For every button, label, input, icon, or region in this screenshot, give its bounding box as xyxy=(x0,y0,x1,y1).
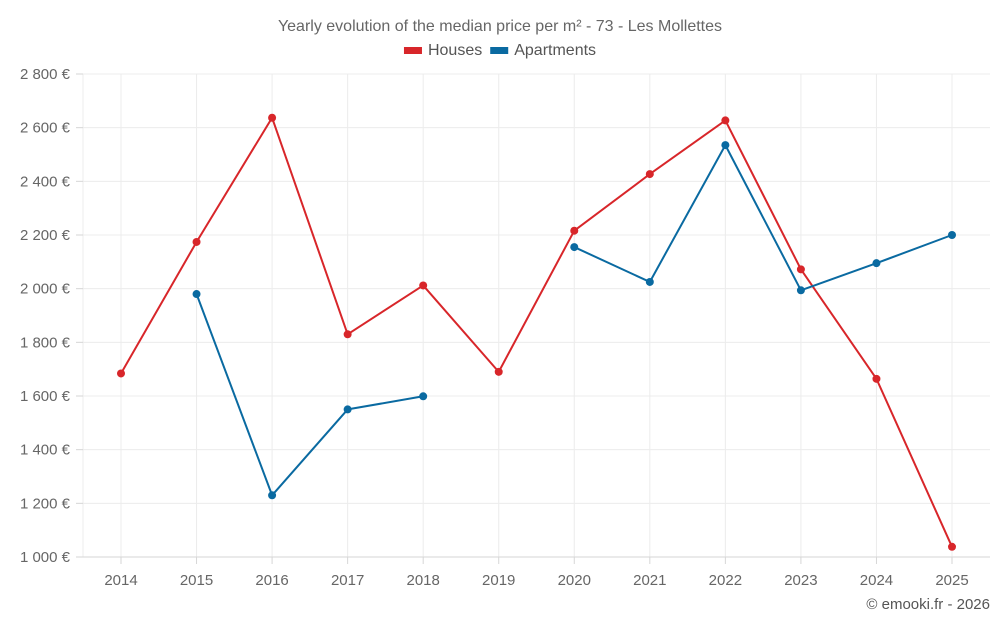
y-tick-label: 2 800 € xyxy=(20,66,71,83)
legend-swatch xyxy=(403,47,422,54)
legend: Houses Apartments xyxy=(403,42,596,59)
credit-text: © emooki.fr - 2026 xyxy=(866,596,990,613)
x-tick-label: 2022 xyxy=(709,572,742,589)
x-tick-label: 2017 xyxy=(331,572,364,589)
series-houses xyxy=(117,113,956,551)
x-axis: 2014 2015 2016 2017 2018 2019 2020 2021 2022 2023… xyxy=(83,556,990,589)
data-point[interactable] xyxy=(419,281,428,290)
y-tick-label: 2 600 € xyxy=(20,120,71,137)
y-tick-label: 1 600 € xyxy=(20,388,71,405)
x-tick-label: 2014 xyxy=(104,572,137,589)
series-line xyxy=(120,116,953,548)
data-point[interactable] xyxy=(268,491,277,500)
y-tick-label: 2 000 € xyxy=(20,281,71,298)
data-point[interactable] xyxy=(570,226,579,235)
data-point[interactable] xyxy=(721,141,730,150)
data-point[interactable] xyxy=(570,243,579,252)
y-tick-label: 1 400 € xyxy=(20,442,71,459)
legend-item-apartments[interactable]: Apartments xyxy=(490,42,596,59)
series-layer xyxy=(117,113,956,551)
series-apartments xyxy=(192,141,956,500)
data-point[interactable] xyxy=(948,231,956,239)
data-point[interactable] xyxy=(343,405,352,414)
y-tick-label: 1 200 € xyxy=(20,495,71,512)
chart-title: Yearly evolution of the median price per… xyxy=(278,18,722,35)
data-point[interactable] xyxy=(494,367,503,376)
data-point[interactable] xyxy=(117,369,125,378)
legend-label: Apartments xyxy=(514,42,596,59)
x-tick-label: 2016 xyxy=(255,572,288,589)
legend-item-houses[interactable]: Houses xyxy=(403,42,482,59)
data-point[interactable] xyxy=(872,374,881,383)
data-point[interactable] xyxy=(645,277,654,286)
legend-label: Houses xyxy=(428,42,482,59)
y-tick-label: 2 400 € xyxy=(20,173,71,190)
data-point[interactable] xyxy=(192,290,201,299)
grid-lines xyxy=(82,73,990,557)
x-tick-label: 2021 xyxy=(633,572,666,589)
data-point[interactable] xyxy=(645,170,654,179)
series-line xyxy=(573,144,953,292)
x-tick-label: 2018 xyxy=(406,572,439,589)
x-tick-label: 2024 xyxy=(860,572,893,589)
data-point[interactable] xyxy=(796,265,805,274)
x-tick-label: 2020 xyxy=(558,572,591,589)
legend-swatch xyxy=(490,47,509,54)
data-point[interactable] xyxy=(721,116,730,125)
data-point[interactable] xyxy=(796,286,805,295)
y-tick-label: 1 000 € xyxy=(20,549,71,566)
x-tick-label: 2025 xyxy=(935,572,968,589)
y-tick-label: 1 800 € xyxy=(20,334,71,351)
y-axis: 1 000 € 1 200 € 1 400 € 1 600 € 1 800 € 2 000… xyxy=(20,66,83,566)
data-point[interactable] xyxy=(948,542,956,551)
data-point[interactable] xyxy=(192,237,201,246)
x-tick-label: 2015 xyxy=(180,572,213,589)
x-tick-label: 2023 xyxy=(784,572,817,589)
y-tick-label: 2 200 € xyxy=(20,227,71,244)
data-point[interactable] xyxy=(419,392,428,401)
x-tick-label: 2019 xyxy=(482,572,515,589)
data-point[interactable] xyxy=(268,113,277,122)
series-line xyxy=(195,293,424,497)
data-point[interactable] xyxy=(872,259,881,268)
data-point[interactable] xyxy=(343,330,352,339)
